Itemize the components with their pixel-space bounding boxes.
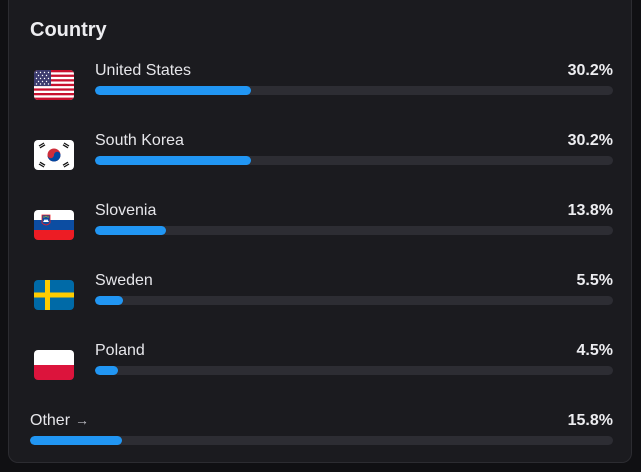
progress-track bbox=[30, 436, 613, 445]
country-percent: 13.8% bbox=[567, 202, 613, 219]
country-percent: 4.5% bbox=[576, 342, 613, 359]
progress-track bbox=[95, 366, 613, 375]
other-link[interactable]: Other → bbox=[30, 412, 89, 430]
country-name: Sweden bbox=[95, 272, 153, 289]
country-name: United States bbox=[95, 62, 192, 79]
country-percent: 5.5% bbox=[576, 272, 613, 289]
country-row-slovenia: Slovenia 13.8% bbox=[9, 202, 633, 262]
country-row-united-states: United States 30.2% bbox=[9, 62, 633, 122]
progress-fill bbox=[95, 226, 167, 235]
card-title: Country bbox=[30, 19, 107, 41]
poland-flag-icon bbox=[34, 350, 74, 380]
country-percent: 30.2% bbox=[567, 62, 613, 79]
progress-fill bbox=[95, 86, 252, 95]
south-korea-flag-icon bbox=[34, 140, 74, 170]
arrow-right-icon[interactable]: → bbox=[75, 412, 90, 428]
progress-fill bbox=[95, 366, 119, 375]
slovenia-flag-icon bbox=[34, 210, 74, 240]
country-name: South Korea bbox=[95, 132, 184, 149]
progress-track bbox=[95, 226, 613, 235]
progress-track bbox=[95, 86, 613, 95]
country-percent: 30.2% bbox=[567, 132, 613, 149]
progress-fill bbox=[30, 436, 123, 445]
progress-fill bbox=[95, 156, 252, 165]
sweden-flag-icon bbox=[34, 280, 74, 310]
country-row-south-korea: South Korea 30.2% bbox=[9, 132, 633, 192]
progress-track bbox=[95, 156, 613, 165]
other-percent: 15.8% bbox=[567, 412, 613, 429]
other-row: Other → 15.8% bbox=[9, 412, 633, 472]
progress-fill bbox=[95, 296, 124, 305]
country-card: Country bbox=[8, 0, 632, 463]
us-flag-icon bbox=[34, 70, 74, 100]
country-row-poland: Poland 4.5% bbox=[9, 342, 633, 402]
country-name: Poland bbox=[95, 342, 145, 359]
country-row-sweden: Sweden 5.5% bbox=[9, 272, 633, 332]
country-name: Slovenia bbox=[95, 202, 157, 219]
other-label[interactable]: Other bbox=[30, 412, 71, 429]
progress-track bbox=[95, 296, 613, 305]
